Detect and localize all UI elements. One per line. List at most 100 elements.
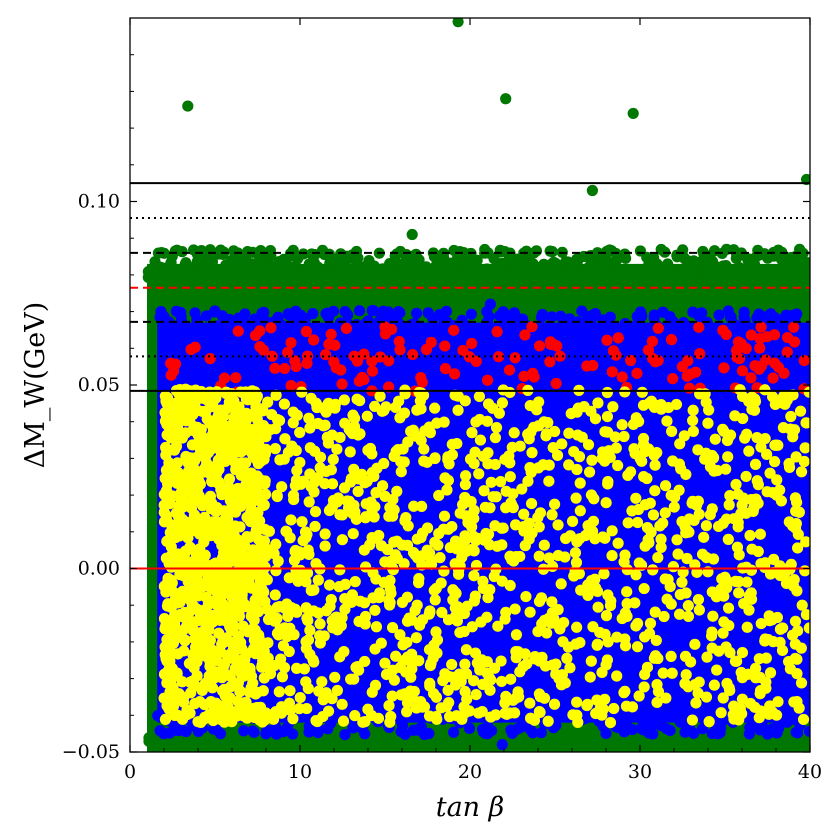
green-point bbox=[220, 737, 232, 750]
yellow-point bbox=[359, 655, 371, 668]
yellow-point bbox=[385, 587, 397, 599]
yellow-point bbox=[723, 499, 735, 511]
blue-point bbox=[635, 308, 647, 321]
yellow-point bbox=[543, 475, 555, 487]
blue-point bbox=[497, 306, 509, 318]
yellow-point bbox=[798, 455, 810, 468]
x-tick-label: 20 bbox=[458, 761, 482, 783]
green-point bbox=[549, 753, 560, 764]
red-point bbox=[232, 325, 244, 337]
yellow-point bbox=[281, 526, 293, 538]
yellow-point bbox=[487, 491, 499, 503]
red-point bbox=[266, 350, 278, 362]
red-point bbox=[278, 362, 291, 375]
green-point bbox=[352, 267, 364, 279]
blue-point bbox=[180, 725, 192, 738]
yellow-point bbox=[161, 392, 174, 404]
yellow-point bbox=[402, 436, 414, 448]
yellow-point bbox=[294, 456, 306, 469]
green-point bbox=[331, 759, 342, 770]
yellow-point bbox=[411, 404, 423, 416]
yellow-point bbox=[206, 428, 219, 441]
yellow-point bbox=[779, 398, 791, 410]
green-point bbox=[253, 752, 264, 763]
blue-point bbox=[535, 727, 547, 739]
green-point bbox=[404, 761, 415, 772]
yellow-point bbox=[188, 463, 200, 475]
red-point bbox=[509, 352, 521, 364]
yellow-point bbox=[460, 644, 472, 656]
yellow-point bbox=[732, 516, 744, 529]
green-point bbox=[393, 759, 404, 770]
yellow-point bbox=[238, 710, 250, 722]
yellow-point bbox=[546, 596, 558, 608]
yellow-point bbox=[431, 634, 444, 646]
yellow-point bbox=[326, 478, 339, 490]
yellow-point bbox=[459, 395, 471, 407]
yellow-point bbox=[748, 502, 760, 514]
yellow-point bbox=[622, 517, 634, 529]
yellow-point bbox=[191, 521, 203, 533]
green-point bbox=[594, 761, 605, 772]
yellow-point bbox=[618, 556, 630, 568]
red-point bbox=[735, 338, 747, 350]
yellow-point bbox=[706, 586, 718, 598]
yellow-point bbox=[296, 516, 308, 528]
yellow-point bbox=[308, 584, 320, 596]
green-point bbox=[274, 753, 285, 764]
yellow-point bbox=[446, 449, 458, 461]
yellow-point bbox=[413, 573, 425, 585]
yellow-point bbox=[409, 549, 421, 561]
red-point bbox=[249, 329, 262, 342]
yellow-point bbox=[433, 528, 445, 540]
yellow-point bbox=[682, 610, 695, 622]
green-point bbox=[501, 256, 513, 269]
yellow-point bbox=[225, 625, 238, 637]
yellow-point bbox=[339, 578, 351, 590]
red-point bbox=[781, 331, 794, 344]
yellow-point bbox=[441, 484, 453, 496]
red-point bbox=[717, 324, 729, 336]
blue-outlier-point bbox=[484, 298, 496, 310]
red-point bbox=[518, 370, 530, 382]
green-point bbox=[782, 758, 793, 769]
green-point bbox=[553, 731, 566, 744]
yellow-point bbox=[338, 482, 351, 494]
yellow-point bbox=[163, 457, 175, 469]
green-point bbox=[287, 244, 299, 256]
green-point bbox=[188, 747, 200, 752]
blue-point bbox=[608, 321, 621, 334]
green-point bbox=[410, 248, 422, 260]
yellow-point bbox=[251, 686, 264, 698]
yellow-point bbox=[176, 413, 188, 425]
yellow-point bbox=[199, 558, 212, 570]
yellow-point bbox=[626, 701, 639, 713]
yellow-point bbox=[361, 410, 373, 422]
green-point bbox=[602, 738, 615, 750]
green-point bbox=[766, 761, 777, 772]
yellow-point bbox=[375, 540, 388, 552]
yellow-point bbox=[753, 712, 765, 724]
yellow-point bbox=[255, 706, 267, 718]
yellow-point bbox=[771, 611, 783, 624]
yellow-point bbox=[224, 648, 236, 660]
red-point bbox=[612, 332, 624, 344]
yellow-point bbox=[235, 386, 247, 398]
yellow-point bbox=[360, 511, 372, 523]
green-point bbox=[312, 261, 324, 273]
yellow-point bbox=[270, 389, 282, 401]
yellow-point bbox=[628, 443, 640, 455]
yellow-point bbox=[222, 480, 235, 493]
green-point bbox=[495, 751, 502, 752]
yellow-point bbox=[795, 677, 808, 689]
yellow-point bbox=[733, 549, 745, 561]
yellow-point bbox=[772, 696, 784, 708]
red-point bbox=[481, 374, 494, 386]
green-point bbox=[546, 246, 558, 258]
yellow-point bbox=[207, 576, 219, 588]
yellow-point bbox=[418, 455, 430, 467]
blue-point bbox=[448, 726, 460, 738]
yellow-point bbox=[172, 555, 185, 568]
yellow-point bbox=[737, 492, 750, 504]
yellow-point bbox=[443, 696, 455, 709]
